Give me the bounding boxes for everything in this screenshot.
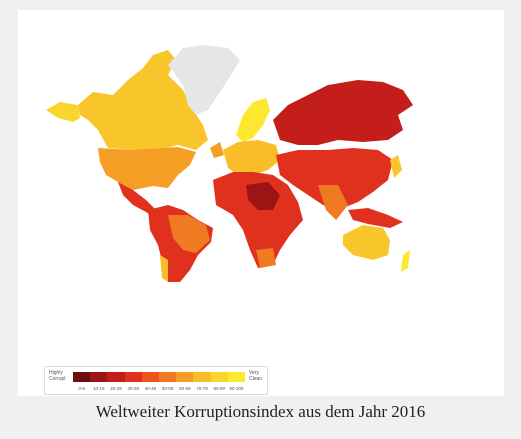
- region: [223, 140, 280, 175]
- region: [343, 225, 390, 260]
- legend-label: 10-19: [93, 386, 105, 391]
- legend-swatch: [124, 372, 142, 382]
- legend-swatch: [193, 372, 211, 382]
- legend-swatch: [176, 372, 194, 382]
- region: [98, 147, 196, 190]
- legend-label: 30-39: [127, 386, 139, 391]
- legend: Highly Corrupt 0-9 10-19 20-29 30-39 40-49 50…: [44, 366, 268, 395]
- region: [348, 208, 403, 228]
- map-panel: Highly Corrupt 0-9 10-19 20-29 30-39 40-49 50…: [18, 10, 504, 396]
- legend-label: 0-9: [78, 386, 85, 391]
- legend-label: 70-79: [196, 386, 208, 391]
- region: [160, 255, 168, 282]
- region: [246, 182, 280, 210]
- legend-swatch: [90, 372, 108, 382]
- region: [390, 155, 402, 178]
- legend-swatch: [227, 372, 246, 382]
- region: [256, 248, 276, 268]
- region: [213, 172, 303, 268]
- caption: Weltweiter Korruptionsindex aus dem Jahr…: [95, 402, 426, 421]
- legend-label: 50-59: [161, 386, 174, 391]
- legend-bar: [73, 372, 246, 382]
- legend-swatch: [73, 372, 91, 382]
- legend-swatch: [210, 372, 228, 382]
- region: [401, 250, 410, 272]
- region: [276, 148, 393, 210]
- legend-label: 40-49: [144, 386, 157, 391]
- legend-low-label: Highly Corrupt: [49, 370, 66, 382]
- legend-high-label: Very Clean: [249, 370, 263, 382]
- legend-ticks: 0-9 10-19 20-29 30-39 40-49 50-59 60-69 70-79 80…: [73, 386, 245, 391]
- region: [273, 80, 413, 145]
- legend-label: 90-100: [229, 386, 244, 391]
- legend-label: 60-69: [179, 386, 191, 391]
- legend-swatch: [107, 372, 125, 382]
- region: [168, 45, 240, 115]
- region: [78, 50, 208, 150]
- legend-swatch: [159, 372, 177, 382]
- legend-swatch: [141, 372, 160, 382]
- region: [236, 98, 270, 142]
- legend-label: 80-89: [213, 386, 225, 391]
- legend-label: 20-29: [110, 386, 122, 391]
- region: [168, 215, 210, 253]
- region: [46, 102, 80, 122]
- region: [318, 185, 348, 220]
- world-map: [46, 45, 413, 282]
- region: [210, 142, 224, 158]
